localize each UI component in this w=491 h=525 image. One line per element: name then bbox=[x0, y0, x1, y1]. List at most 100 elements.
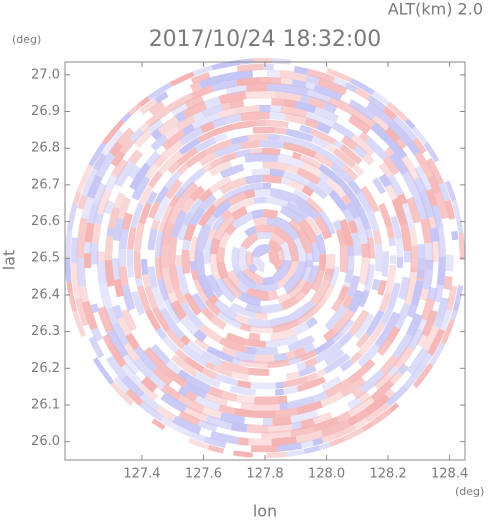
echo-cell bbox=[215, 142, 242, 158]
echo-cell bbox=[148, 100, 166, 116]
echo-cell bbox=[165, 196, 186, 225]
echo-cell bbox=[389, 402, 402, 415]
echo-cell bbox=[438, 182, 451, 202]
echo-cell bbox=[287, 239, 299, 262]
echo-cell bbox=[181, 249, 191, 275]
echo-cell bbox=[207, 158, 233, 177]
echo-cell bbox=[394, 302, 411, 330]
echo-cell bbox=[348, 99, 376, 121]
echo-cell bbox=[365, 309, 385, 337]
echo-cell bbox=[204, 361, 216, 371]
echo-cell bbox=[160, 416, 188, 435]
echo-cell bbox=[340, 182, 362, 209]
echo-cell bbox=[113, 192, 126, 209]
echo-cell bbox=[395, 138, 407, 150]
echo-cell bbox=[314, 106, 340, 123]
echo-cell bbox=[252, 58, 272, 64]
echo-cell bbox=[333, 424, 356, 439]
echo-cell bbox=[343, 308, 356, 321]
echo-cell bbox=[221, 276, 243, 299]
echo-cell bbox=[176, 147, 199, 167]
echo-cell bbox=[232, 120, 257, 130]
echo-cell bbox=[209, 314, 227, 331]
echo-cell bbox=[211, 127, 223, 137]
echo-cell bbox=[216, 246, 226, 263]
echo-cell bbox=[189, 235, 200, 262]
echo-cell bbox=[283, 141, 302, 153]
x-unit: (deg) bbox=[455, 485, 484, 498]
echo-cell bbox=[296, 167, 322, 185]
echo-cell bbox=[112, 304, 124, 320]
echo-cell bbox=[201, 104, 223, 118]
echo-cell bbox=[219, 151, 238, 164]
echo-cell bbox=[164, 178, 183, 200]
echo-cell bbox=[148, 170, 163, 188]
echo-cell bbox=[196, 273, 215, 300]
echo-cell bbox=[253, 410, 277, 419]
echo-cell bbox=[262, 174, 283, 184]
echo-cell bbox=[348, 309, 370, 336]
echo-cell bbox=[386, 384, 409, 407]
echo-cell bbox=[181, 167, 206, 191]
echo-cell bbox=[218, 337, 247, 353]
echo-cell bbox=[189, 261, 198, 272]
echo-cell bbox=[132, 128, 153, 149]
echo-cell bbox=[386, 117, 412, 145]
echo-cell bbox=[365, 228, 374, 239]
echo-cell bbox=[313, 151, 335, 169]
echo-cell bbox=[127, 226, 137, 250]
echo-cell bbox=[200, 350, 223, 367]
echo-cell bbox=[318, 169, 332, 183]
echo-cell bbox=[184, 94, 205, 110]
echo-cell bbox=[313, 343, 329, 356]
echo-cell bbox=[262, 161, 290, 171]
echo-cell bbox=[169, 300, 187, 321]
echo-cell bbox=[217, 311, 242, 329]
echo-cell bbox=[158, 150, 183, 175]
echo-cell bbox=[250, 382, 276, 390]
echo-cell bbox=[199, 193, 217, 211]
echo-cell bbox=[96, 261, 107, 284]
echo-cell bbox=[104, 307, 119, 326]
echo-cell bbox=[183, 381, 208, 399]
echo-cell bbox=[256, 230, 273, 240]
echo-cell bbox=[304, 215, 322, 237]
echo-cell bbox=[347, 396, 375, 418]
echo-cell bbox=[133, 222, 145, 253]
y-tick-label: 26.7 bbox=[31, 177, 60, 192]
echo-cell bbox=[366, 210, 380, 232]
echo-cell bbox=[436, 297, 450, 319]
echo-cell bbox=[247, 263, 258, 275]
echo-cell bbox=[344, 256, 355, 284]
echo-cell bbox=[411, 124, 430, 145]
echo-cell bbox=[147, 228, 158, 251]
echo-cell bbox=[210, 198, 232, 219]
echo-cell bbox=[372, 177, 387, 195]
echo-cell bbox=[347, 105, 376, 129]
echo-cell bbox=[247, 367, 270, 376]
echo-cell bbox=[268, 290, 279, 301]
echo-cell bbox=[290, 409, 320, 425]
echo-cell bbox=[210, 58, 241, 71]
echo-cell bbox=[307, 95, 328, 110]
echo-cell bbox=[404, 116, 418, 130]
echo-cell bbox=[422, 269, 434, 290]
echo-cell bbox=[444, 199, 456, 220]
echo-cell bbox=[178, 180, 199, 202]
echo-cell bbox=[224, 185, 247, 200]
echo-cell bbox=[389, 255, 397, 264]
echo-cell bbox=[148, 373, 167, 391]
echo-cell bbox=[436, 256, 446, 286]
echo-cell bbox=[339, 318, 355, 335]
echo-cell bbox=[203, 96, 221, 109]
x-tick-label: 127.4 bbox=[123, 467, 160, 482]
echo-cell bbox=[171, 326, 185, 340]
echo-cell bbox=[85, 140, 107, 167]
echo-cell bbox=[209, 253, 222, 281]
echo-cell bbox=[185, 374, 212, 394]
echo-cell bbox=[398, 276, 411, 300]
echo-cell bbox=[170, 354, 198, 377]
echo-cell bbox=[170, 102, 189, 118]
echo-cell bbox=[378, 173, 392, 188]
echo-cell bbox=[165, 359, 182, 376]
